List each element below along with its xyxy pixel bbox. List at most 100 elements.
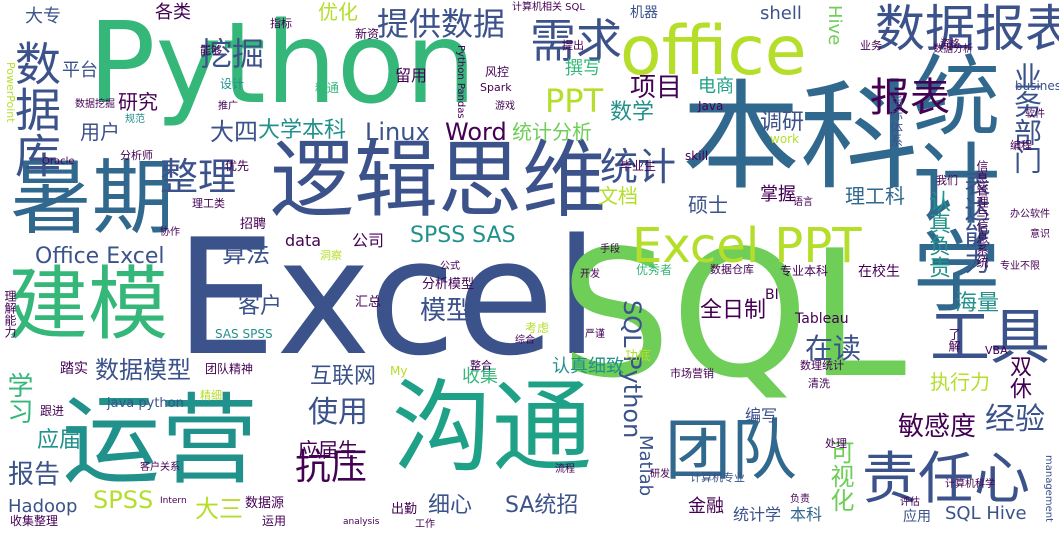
cloud-word: 计算机科学 [945, 479, 995, 490]
cloud-word: 数据仓库 [710, 263, 754, 276]
cloud-word: My [390, 364, 408, 378]
cloud-word: SQL Python [618, 300, 646, 439]
cloud-word: 认真细致 [552, 356, 624, 377]
cloud-word: 硕士 [688, 193, 728, 217]
cloud-word: 招聘 [240, 217, 267, 232]
cloud-word: 精细 [200, 389, 222, 402]
cloud-word: 分析师 [120, 149, 153, 162]
cloud-word: Hadoop [8, 496, 78, 517]
cloud-word: 经验 [985, 402, 1045, 437]
cloud-word: 提供数据 [377, 5, 506, 43]
cloud-word: 分析模型 [422, 277, 475, 292]
cloud-word: work [770, 132, 800, 146]
cloud-word: 使用 [308, 395, 368, 430]
cloud-word: 沟通 [392, 369, 592, 486]
cloud-word: SA统招 [505, 493, 579, 518]
cloud-word: 提出 [562, 39, 584, 52]
cloud-word: 研发 [650, 469, 670, 480]
cloud-word: 挖掘 [200, 35, 265, 73]
cloud-word: 公式 [440, 261, 460, 272]
cloud-word: Spark [480, 81, 512, 94]
cloud-word: 应届生 [298, 438, 358, 462]
cloud-word: 团队 [665, 412, 797, 489]
cloud-word: 需求 [530, 14, 622, 68]
cloud-word: 毕业生 [620, 159, 657, 173]
cloud-word: 全日制 [700, 298, 767, 323]
cloud-word: Word [445, 118, 507, 146]
cloud-word: SPSS [93, 486, 154, 514]
cloud-word: 报告 [8, 460, 61, 490]
cloud-word: 汇总 [355, 295, 382, 310]
cloud-word: Intern [160, 496, 187, 506]
cloud-word: Linux [365, 118, 430, 146]
cloud-word: SQL [560, 214, 907, 417]
cloud-word: 本科 [790, 505, 823, 524]
cloud-word: 计算机相关 SQL [512, 2, 585, 13]
cloud-word: 算法 [222, 240, 270, 268]
cloud-word: 功底 [625, 349, 652, 364]
cloud-word: 撰写 [565, 58, 601, 79]
cloud-word: 调研 [760, 110, 805, 135]
cloud-word: analysis [343, 517, 380, 527]
cloud-word: 编写 [745, 406, 778, 425]
cloud-word: PPT [545, 82, 604, 120]
cloud-word: 规范 [125, 114, 145, 125]
cloud-word: Python Pandas [455, 45, 466, 119]
cloud-word: 工具 [930, 303, 1050, 373]
cloud-word: 意识 [1030, 229, 1050, 240]
cloud-word: 数据分析 [933, 44, 973, 55]
cloud-word: 运用 [262, 514, 287, 528]
cloud-word: 统计 [600, 145, 677, 189]
cloud-word: 工作 [415, 519, 435, 530]
cloud-word: 报表 [870, 75, 950, 121]
cloud-word: 专业本科 [780, 264, 829, 278]
cloud-word: 用户 [80, 120, 120, 144]
cloud-word: skill [685, 149, 709, 163]
cloud-word: 整理 [160, 155, 237, 199]
cloud-word: 精通 [315, 81, 340, 95]
cloud-word: PowerPoint [4, 62, 17, 123]
cloud-word: 指标 [270, 17, 292, 30]
cloud-word: 模型 [420, 296, 473, 326]
cloud-word: 出勤 [391, 502, 418, 517]
cloud-word: 清洗 [808, 377, 830, 390]
cloud-word: 大三 [195, 495, 243, 523]
cloud-word: 执行力 [930, 370, 990, 394]
cloud-word: 设计 [220, 77, 245, 91]
cloud-word: 团队精神 [205, 362, 254, 376]
cloud-word: 机器 [630, 5, 658, 21]
cloud-word: 推广 [218, 101, 238, 112]
cloud-word: 客户 [238, 294, 283, 319]
cloud-word: 掌握 [760, 184, 796, 205]
cloud-word: 数据源 [245, 496, 285, 511]
cloud-word: 综合 [515, 335, 535, 346]
cloud-word: Matlab [635, 435, 656, 497]
cloud-word: 计算机专业 [690, 471, 745, 484]
cloud-word: 抗压 [295, 447, 368, 488]
cloud-word: 暑期 [10, 151, 175, 246]
cloud-word: VBA [985, 344, 1008, 357]
cloud-word: 统计分析 [512, 120, 592, 144]
cloud-word: 数据库 [8, 40, 62, 178]
cloud-word: 公司 [352, 231, 385, 250]
cloud-word: 客户关系 [140, 462, 180, 473]
cloud-word: 数据模型 [95, 356, 191, 384]
cloud-word: 洞察 [320, 249, 342, 262]
cloud-word: 敏感度 [898, 412, 977, 442]
cloud-word: 优先 [225, 159, 250, 173]
cloud-word: 金融 [688, 496, 724, 517]
cloud-word: 数学 [610, 100, 655, 125]
cloud-word: 软件 [1025, 109, 1045, 120]
cloud-word: office [620, 12, 807, 91]
cloud-word: 信息管理与信息系统 [975, 160, 989, 268]
cloud-word: 统计学 [733, 505, 782, 524]
cloud-word: 互联网 [310, 364, 377, 389]
cloud-word: BI [765, 287, 779, 303]
cloud-word: Hive [824, 5, 845, 46]
cloud-word: SPSS SAS [410, 223, 516, 248]
cloud-word: 在读 [805, 332, 862, 365]
cloud-word: 整合 [470, 359, 492, 372]
cloud-word: 考虑 [525, 321, 550, 335]
cloud-word: 大学本科 [258, 118, 347, 143]
